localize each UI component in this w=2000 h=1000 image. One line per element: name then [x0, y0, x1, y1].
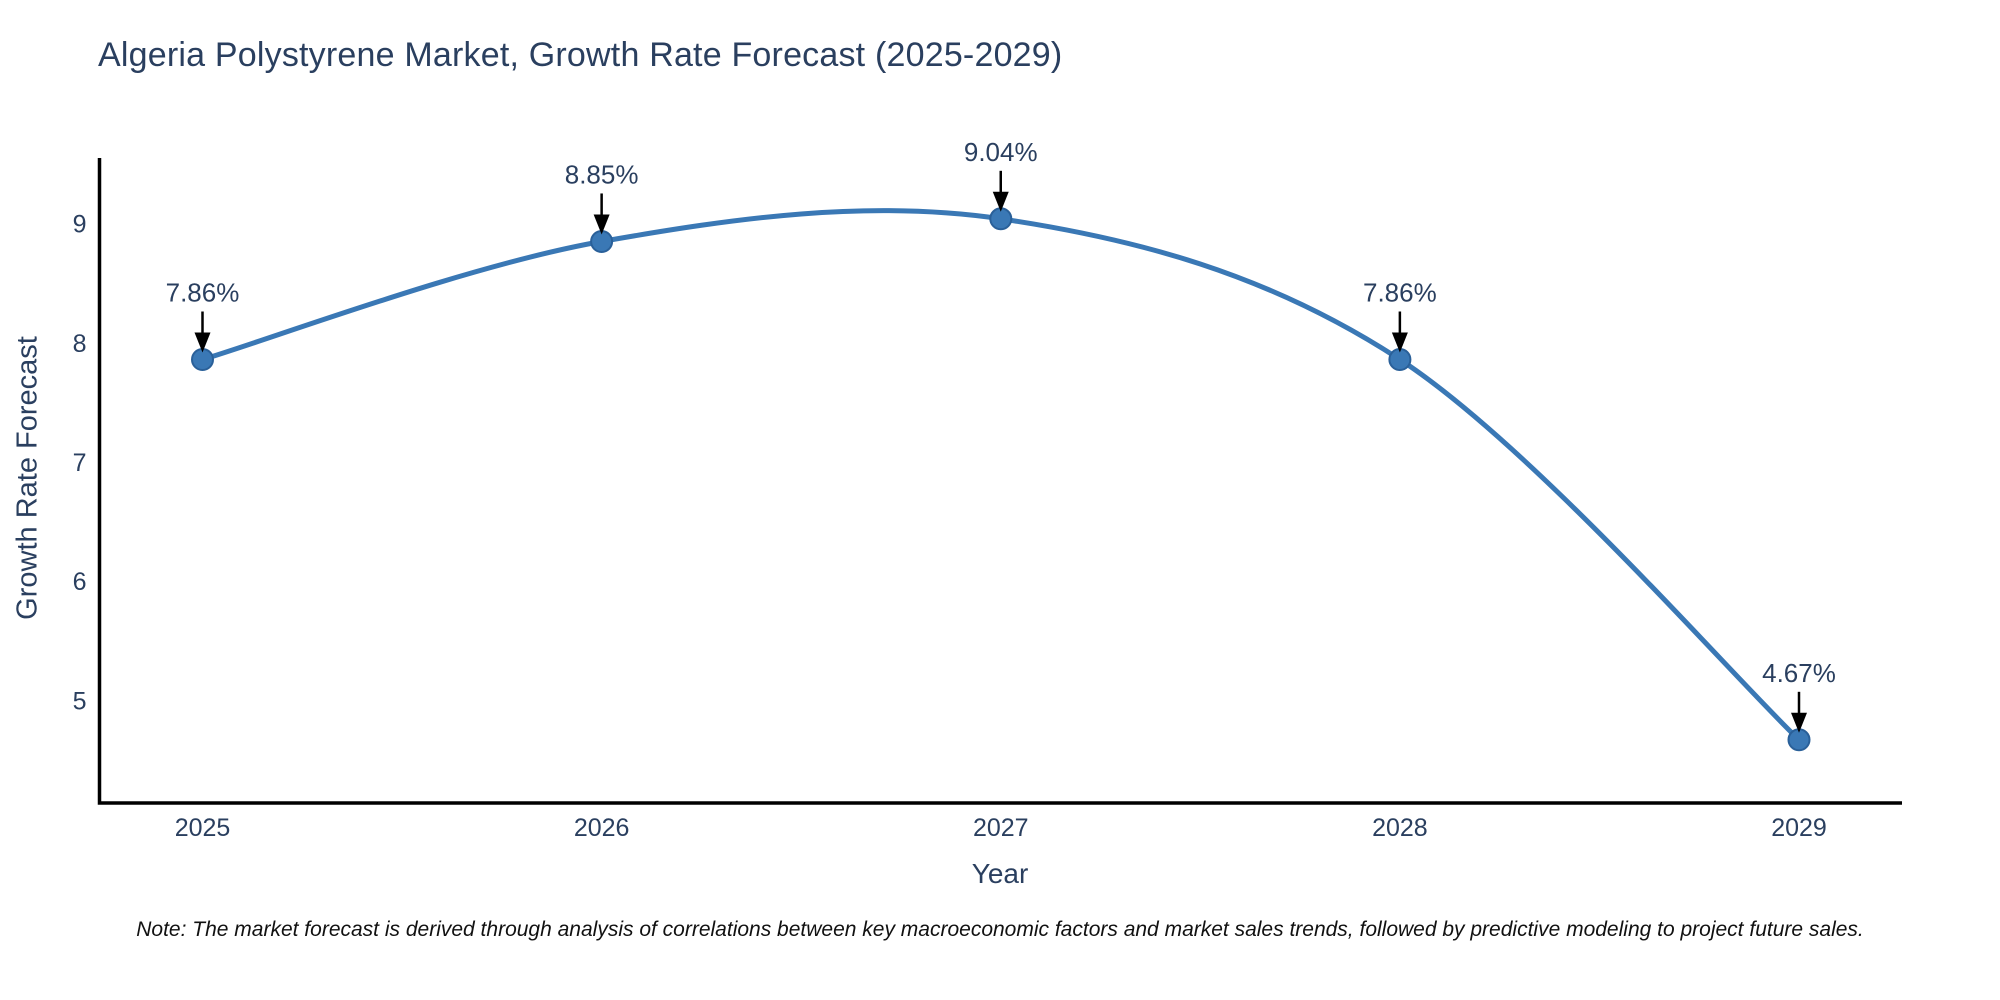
y-tick-label: 9 — [73, 211, 87, 239]
chart-title: Algeria Polystyrene Market, Growth Rate … — [98, 36, 1063, 74]
annotation-arrow-head — [1791, 712, 1807, 733]
x-tick-label: 2029 — [1771, 814, 1827, 842]
annotation-label: 8.85% — [565, 159, 639, 189]
annotation-arrow-head — [992, 191, 1009, 212]
annotation-arrow-head — [1391, 332, 1408, 353]
annotation-arrow-head — [194, 332, 211, 353]
y-tick-label: 5 — [73, 687, 87, 715]
axis-lines — [97, 158, 1902, 805]
x-tick-label: 2028 — [1372, 814, 1428, 842]
x-tick-label: 2025 — [175, 814, 231, 842]
x-axis-title: Year — [971, 858, 1029, 889]
footnote: Note: The market forecast is derived thr… — [136, 918, 1864, 941]
x-tick-label: 2026 — [574, 814, 630, 842]
x-tick-label: 2027 — [973, 814, 1029, 842]
annotation-arrow-head — [593, 214, 610, 235]
y-tick-label: 7 — [73, 449, 87, 477]
forecast-line — [200, 208, 1802, 743]
y-tick-label: 6 — [73, 568, 87, 596]
annotation-label: 9.04% — [964, 137, 1038, 167]
annotation-label: 7.86% — [166, 277, 240, 307]
annotation-label: 4.67% — [1762, 658, 1836, 688]
y-axis-title: Growth Rate Forecast — [11, 336, 44, 620]
y-tick-label: 8 — [73, 330, 87, 358]
annotation-label: 7.86% — [1363, 277, 1437, 307]
